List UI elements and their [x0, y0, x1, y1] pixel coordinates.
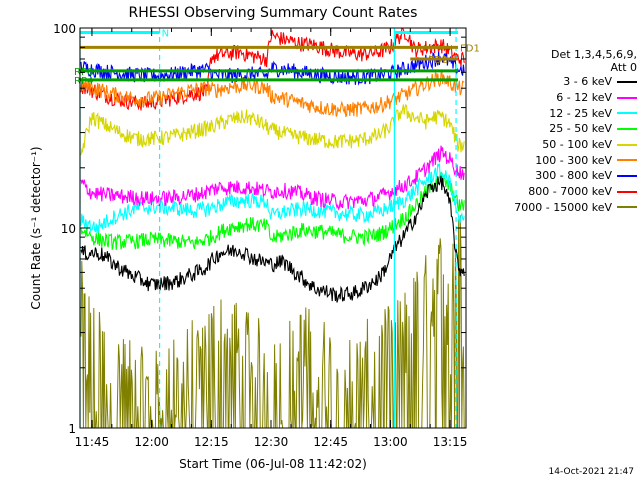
legend-label: 6 - 12 keV: [556, 91, 612, 105]
legend-swatch: [617, 80, 637, 83]
legend-label: 800 - 7000 keV: [528, 185, 612, 199]
legend-swatch: [617, 174, 637, 177]
series-line: [80, 27, 465, 111]
y-axis-label: Count Rate (s⁻¹ detector⁻¹): [29, 146, 43, 309]
generation-timestamp: 14-Oct-2021 21:47: [548, 467, 634, 477]
legend-entry: 3 - 6 keV: [505, 74, 637, 90]
x-tick-label: 12:00: [134, 435, 169, 449]
legend-label: 25 - 50 keV: [549, 122, 612, 136]
legend-entry: 12 - 25 keV: [505, 105, 637, 121]
legend-swatch: [617, 143, 637, 146]
legend-label: 100 - 300 keV: [535, 153, 612, 167]
x-axis-label: Start Time (06-Jul-08 11:42:02): [179, 457, 367, 471]
flag-label: FD1: [460, 43, 480, 54]
series-line: [80, 175, 465, 303]
legend-header-line2: Att 0: [610, 61, 637, 74]
legend-entry: 800 - 7000 keV: [505, 184, 637, 200]
legend-entry: 50 - 100 keV: [505, 137, 637, 153]
series-line: [80, 103, 465, 156]
x-tick-label: 12:30: [254, 435, 289, 449]
flag-label: FD2: [428, 55, 448, 66]
legend-swatch: [617, 206, 637, 209]
legend-entry: 7000 - 15000 keV: [505, 200, 637, 216]
legend-swatch: [617, 96, 637, 99]
series-line: [80, 69, 465, 118]
series-line: [80, 171, 465, 250]
series-line: [80, 145, 465, 211]
x-tick-label: 13:15: [433, 435, 468, 449]
y-tick-label: 10: [61, 222, 76, 236]
legend-swatch: [617, 127, 637, 130]
legend-entry: 6 - 12 keV: [505, 90, 637, 106]
y-tick-label: 1: [68, 422, 76, 436]
x-tick-label: 11:45: [75, 435, 110, 449]
legend-swatch: [617, 159, 637, 162]
chart-legend: Det 1,3,4,5,6,9, Att 0 3 - 6 keV 6 - 12 k…: [505, 48, 637, 215]
flag-label: RP4: [74, 76, 93, 87]
series-line: [80, 163, 465, 234]
flag-label: N: [162, 28, 169, 39]
x-tick-label: 13:00: [373, 435, 408, 449]
legend-label: 3 - 6 keV: [563, 75, 612, 89]
x-tick-label: 12:45: [313, 435, 348, 449]
legend-entry: 300 - 800 keV: [505, 168, 637, 184]
legend-label: 12 - 25 keV: [549, 106, 612, 120]
legend-header-line1: Det 1,3,4,5,6,9,: [550, 48, 637, 61]
x-tick-label: 12:15: [194, 435, 229, 449]
legend-label: 7000 - 15000 keV: [514, 200, 612, 214]
y-tick-label: 100: [53, 22, 76, 36]
legend-label: 50 - 100 keV: [542, 138, 612, 152]
legend-entry: 100 - 300 keV: [505, 152, 637, 168]
chart-title: RHESSI Observing Summary Count Rates: [129, 5, 418, 21]
legend-label: 300 - 800 keV: [535, 169, 612, 183]
legend-swatch: [617, 190, 637, 193]
legend-swatch: [617, 112, 637, 115]
legend-entry: 25 - 50 keV: [505, 121, 637, 137]
